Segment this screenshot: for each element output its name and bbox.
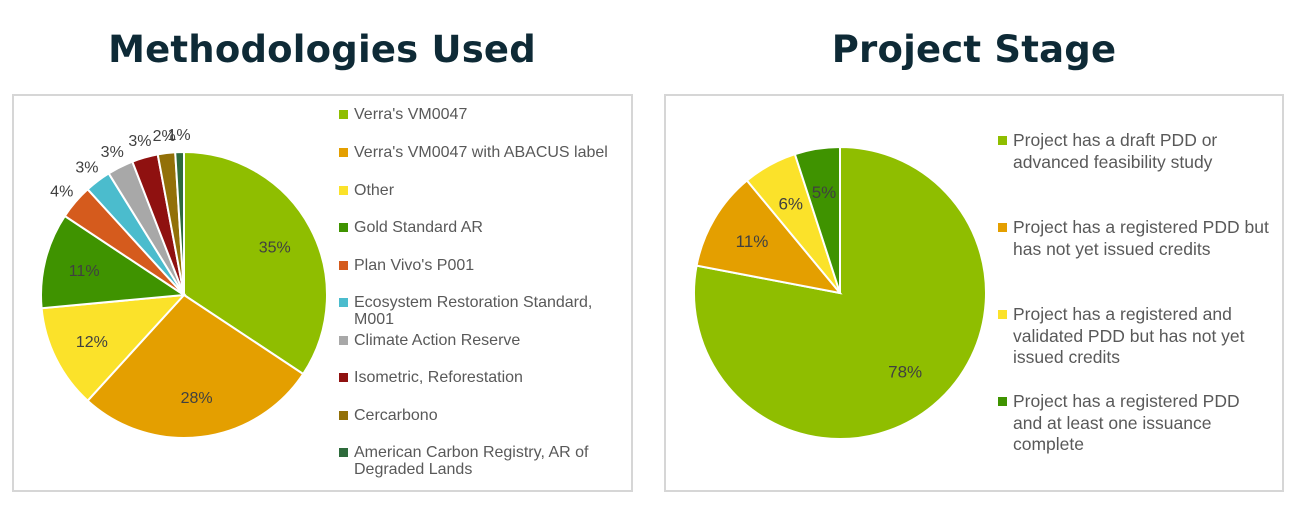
legend-label: Isometric, Reforestation (354, 369, 523, 386)
legend-swatch (998, 223, 1007, 232)
legend-item-verra-s-vm0047-with-abacus-label: Verra's VM0047 with ABACUS label (339, 144, 629, 161)
legend-item-climate-action-reserve: Climate Action Reserve (339, 332, 629, 349)
methodologies-pie-chart: 35%28%12%11%4%3%3%3% 2%1% (40, 127, 328, 439)
legend-swatch (339, 298, 348, 307)
legend-label: Climate Action Reserve (354, 332, 521, 349)
legend-item-isometric-reforestation: Isometric, Reforestation (339, 369, 629, 386)
legend-item-ecosystem-restoration-standard-m001: Ecosystem Restoration Standard, M001 (339, 294, 629, 328)
legend-item-verra-s-vm0047: Verra's VM0047 (339, 106, 629, 123)
legend-label: Project has a draft PDD or advanced feas… (1013, 130, 1218, 172)
legend-label: Cercarbono (354, 407, 438, 424)
legend-label: Gold Standard AR (354, 219, 483, 236)
data-label-isometric-reforestation: 3% (128, 133, 151, 150)
data-label-ecosystem-restoration-standard-m001: 3% (75, 160, 98, 177)
project-stage-chart-panel: 78% 11% 6% 5% Project has a draft PDD or ad… (664, 94, 1284, 492)
legend-item-cercarbono: Cercarbono (339, 407, 629, 424)
legend-item-plan-vivo-s-p001: Plan Vivo's P001 (339, 257, 629, 274)
legend-item-other: Other (339, 182, 629, 199)
legend-label: Ecosystem Restoration Standard, M001 (354, 294, 593, 328)
data-label-project-has-a-registered-and-validated-pdd-but-has-not-yet-issued-credits: 6% (778, 194, 803, 213)
data-label-verra-s-vm0047-with-abacus-label: 28% (181, 390, 213, 407)
legend-item-american-carbon-registry-ar-of-degraded-lands: American Carbon Registry, AR of Degraded… (339, 444, 629, 478)
legend-label: American Carbon Registry, AR of Degraded… (354, 444, 589, 478)
legend-swatch (998, 397, 1007, 406)
legend-swatch (998, 310, 1007, 319)
pie-slice-verra-s-vm0047-with-abacus-label (86, 293, 305, 439)
pie-slice-project-has-a-registered-pdd-and-at-least-one-issuance-complete (793, 145, 841, 294)
data-label-project-has-a-registered-pdd-and-at-least-one-issuance-complete: 5% (812, 183, 837, 202)
legend-label: Plan Vivo's P001 (354, 257, 475, 274)
data-label-project-has-a-registered-pdd-but-has-not-yet-issued-credits: 11% (736, 232, 769, 251)
data-label-project-has-a-draft-pdd-or-advanced-feasibility-study: 78% (888, 363, 922, 382)
data-label-american-carbon-registry-ar-of-degraded-lands: 1% (167, 127, 190, 144)
project-stage-pie-chart: 78% 11% 6% 5% (693, 145, 987, 440)
methodologies-chart-panel: 35% 28% 12% 11% 4% 3% 3% 3% 2% 1% Verra's VM0047 V… (12, 94, 633, 492)
legend-label: Project has a registered PDD and at leas… (1013, 391, 1240, 454)
legend-item-gold-standard-ar: Gold Standard AR (339, 219, 629, 236)
legend-item-project-has-a-registered-pdd-and-at-least-one-issuance-complete: Project has a registered PDD and at leas… (998, 391, 1273, 456)
legend-swatch (339, 148, 348, 157)
pie-slice-american-carbon-registry-ar-of-degraded-lands (174, 150, 185, 296)
legend-swatch (339, 223, 348, 232)
pie-slice-other (40, 293, 187, 403)
legend-item-project-has-a-registered-pdd-but-has-not-yet-issued-credits: Project has a registered PDD but has not… (998, 217, 1273, 260)
legend-swatch (339, 411, 348, 420)
data-label-climate-action-reserve: 3% (101, 144, 124, 161)
legend-swatch (998, 136, 1007, 145)
legend-swatch (339, 448, 348, 457)
data-label-plan-vivo-s-p001: 4% (50, 183, 73, 200)
legend-label: Verra's VM0047 with ABACUS label (354, 144, 608, 161)
legend-label: Project has a registered PDD but has not… (1013, 217, 1269, 259)
data-label-cercarbono: 2% (153, 128, 176, 145)
legend-label: Other (354, 182, 395, 199)
legend-label: Verra's VM0047 (354, 106, 468, 123)
legend-swatch (339, 186, 348, 195)
data-label-gold-standard-ar: 11% (69, 263, 100, 280)
pie-slice-gold-standard-ar (40, 214, 187, 310)
legend-label: Project has a registered and validated P… (1013, 304, 1245, 367)
data-label-verra-s-vm0047: 35% (259, 239, 291, 256)
legend-swatch (339, 110, 348, 119)
legend-swatch (339, 336, 348, 345)
legend-item-project-has-a-registered-and-validated-pdd-but-has-not-yet-issued-credits: Project has a registered and validated P… (998, 304, 1273, 369)
legend-swatch (339, 261, 348, 270)
legend-swatch (339, 373, 348, 382)
data-label-other: 12% (76, 334, 108, 351)
pie-slice-project-has-a-registered-pdd-but-has-not-yet-issued-credits (695, 179, 843, 295)
legend-item-project-has-a-draft-pdd-or-advanced-feasibility-study: Project has a draft PDD or advanced feas… (998, 130, 1273, 173)
chart-title-project-stage: Project Stage (831, 28, 1117, 71)
chart-title-methodologies: Methodologies Used (108, 28, 536, 71)
